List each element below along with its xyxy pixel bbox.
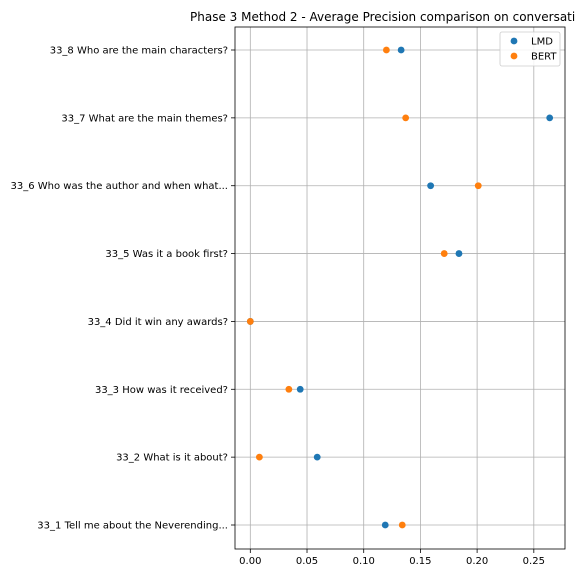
y-tick-label: 33_2 What is it about? <box>116 453 228 464</box>
legend-label-bert: BERT <box>531 52 557 63</box>
x-tick-label: 0.00 <box>239 556 261 567</box>
y-tick-label: 33_6 Who was the author and when what... <box>11 181 229 192</box>
y-axis: 33_1 Tell me about the Neverending... 33_… <box>11 46 235 532</box>
y-tick-label: 33_4 Did it win any awards? <box>88 317 228 328</box>
legend: LMD BERT <box>499 31 561 67</box>
data-point-lmd <box>296 385 304 393</box>
data-point-bert <box>255 453 263 461</box>
legend-label-lmd: LMD <box>531 37 553 48</box>
data-point-lmd <box>455 250 463 257</box>
data-point-lmd <box>546 114 554 122</box>
x-tick-label: 0.15 <box>409 556 431 567</box>
data-point-bert <box>398 521 406 529</box>
data-point-lmd <box>381 521 389 529</box>
chart-title: Phase 3 Method 2 - Average Precision com… <box>190 10 575 24</box>
x-tick-label: 0.05 <box>296 556 318 567</box>
x-axis: 0.00 0.05 0.10 0.15 0.20 0.25 <box>239 549 545 567</box>
data-point-bert <box>474 182 482 190</box>
data-point-bert <box>440 250 448 257</box>
series-lmd-points <box>246 46 554 529</box>
x-tick-label: 0.10 <box>353 556 375 567</box>
y-tick-label: 33_3 How was it received? <box>95 385 228 396</box>
data-point-bert <box>382 46 390 54</box>
data-point-bert <box>285 385 293 393</box>
y-tick-label: 33_5 Was it a book first? <box>105 249 228 260</box>
legend-marker-lmd <box>510 37 518 45</box>
data-point-lmd <box>397 46 405 54</box>
y-tick-label: 33_1 Tell me about the Neverending... <box>37 521 228 532</box>
series-bert-points <box>246 46 482 529</box>
y-tick-label: 33_7 What are the main themes? <box>61 113 228 124</box>
y-tick-label: 33_8 Who are the main characters? <box>50 46 228 57</box>
data-point-bert <box>402 114 410 122</box>
x-tick-label: 0.20 <box>466 556 488 567</box>
data-point-lmd <box>313 453 321 461</box>
plot-frame <box>234 26 566 550</box>
legend-marker-bert <box>510 52 518 60</box>
x-tick-label: 0.25 <box>523 556 545 567</box>
data-point-lmd <box>427 182 435 190</box>
grid-lines <box>235 27 565 549</box>
data-point-bert <box>246 318 254 325</box>
